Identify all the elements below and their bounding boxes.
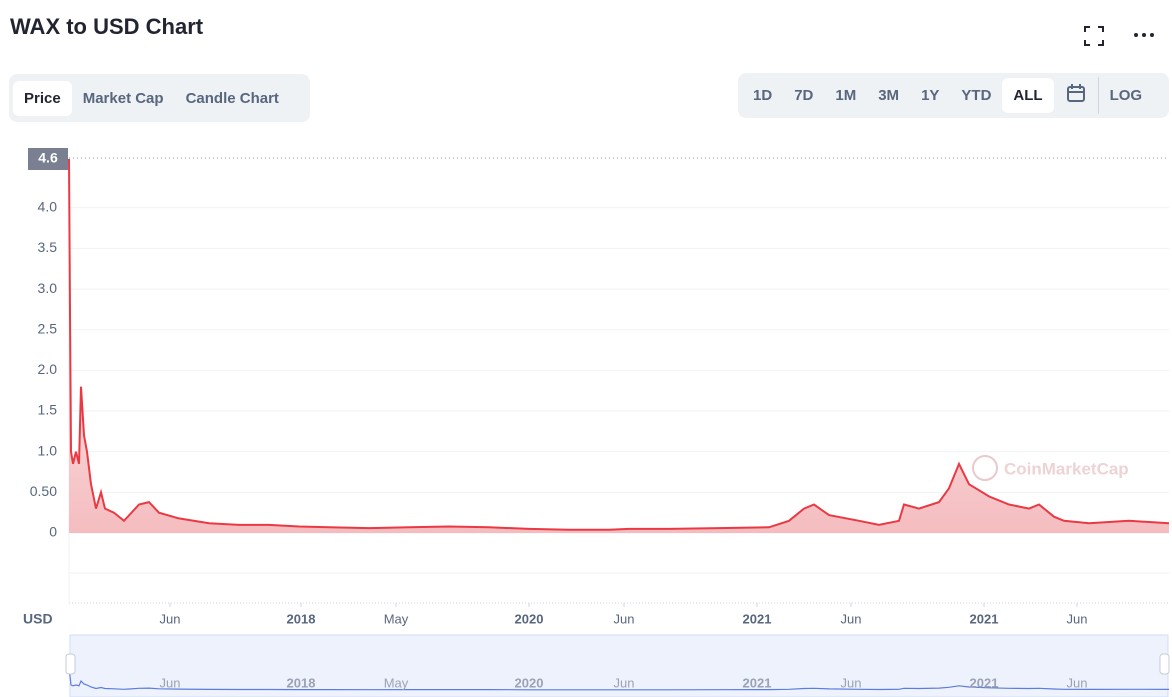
chart-tab[interactable]: Market Cap xyxy=(82,89,164,107)
y-tick-label: 1.0 xyxy=(38,442,58,458)
price-marker-label: 4.6 xyxy=(38,150,58,166)
x-tick-label: Jun xyxy=(1067,611,1088,626)
more-button[interactable] xyxy=(1133,30,1155,40)
y-tick-label: 0 xyxy=(49,524,57,540)
currency-label: USD xyxy=(23,611,53,627)
y-tick-label: 3.5 xyxy=(38,239,58,255)
x-tick-label: May xyxy=(384,611,409,626)
range-button[interactable]: ALL xyxy=(1002,78,1054,113)
x-tick-label: Jun xyxy=(841,611,862,626)
range-button[interactable]: 3M xyxy=(878,87,900,104)
x-tick-label: 2020 xyxy=(515,611,544,626)
navigator xyxy=(69,634,1169,697)
log-button[interactable]: LOG xyxy=(1109,87,1143,104)
x-tick-label: Jun xyxy=(614,611,635,626)
navigator-tick-label: 2021 xyxy=(970,675,999,690)
fullscreen-button[interactable] xyxy=(1084,26,1104,46)
navigator-tick-label: 2021 xyxy=(743,675,772,690)
range-button[interactable]: 1M xyxy=(835,87,857,104)
navigator-tick-label: May xyxy=(384,675,409,690)
navigator-handle xyxy=(1159,653,1170,675)
watermark-logo xyxy=(972,455,998,481)
navigator-tick-label: Jun xyxy=(160,675,181,690)
range-selector: 1D 7D 1M 3M 1Y YTD ALL LOG xyxy=(738,73,1169,118)
y-tick-label: 1.5 xyxy=(38,402,58,418)
price-line xyxy=(68,158,1170,531)
range-button[interactable]: 1Y xyxy=(921,87,940,104)
watermark: CoinMarketCap xyxy=(1004,459,1129,478)
range-button[interactable]: 1D xyxy=(753,87,773,104)
chart-tab[interactable]: Candle Chart xyxy=(185,89,279,107)
navigator-handle xyxy=(65,653,76,675)
x-tick-label: 2021 xyxy=(970,611,999,626)
chart-tab[interactable]: Price xyxy=(13,80,72,116)
y-tick-label: 2.0 xyxy=(38,361,58,377)
x-tick-label: Jun xyxy=(160,611,181,626)
chart-tabs: Price Market Cap Candle Chart xyxy=(9,74,310,122)
navigator-tick-label: Jun xyxy=(1067,675,1088,690)
x-tick-label: 2018 xyxy=(287,611,316,626)
navigator-line xyxy=(68,666,1170,691)
x-tick-label: 2021 xyxy=(743,611,772,626)
navigator-tick-label: Jun xyxy=(841,675,862,690)
price-marker-box xyxy=(28,148,68,170)
y-tick-label: 4.0 xyxy=(38,198,58,214)
navigator-tick-label: 2018 xyxy=(287,675,316,690)
calendar-button[interactable] xyxy=(1054,77,1099,114)
navigator-tick-label: 2020 xyxy=(515,675,544,690)
page-title: WAX to USD Chart xyxy=(10,14,204,39)
navigator-tick-label: Jun xyxy=(614,675,635,690)
y-tick-label: 2.5 xyxy=(38,320,58,336)
range-button[interactable]: 7D xyxy=(794,87,814,104)
price-area xyxy=(69,159,1169,533)
range-button[interactable]: YTD xyxy=(961,87,992,104)
y-tick-label: 3.0 xyxy=(38,280,58,296)
y-tick-label: 0.50 xyxy=(30,483,57,499)
